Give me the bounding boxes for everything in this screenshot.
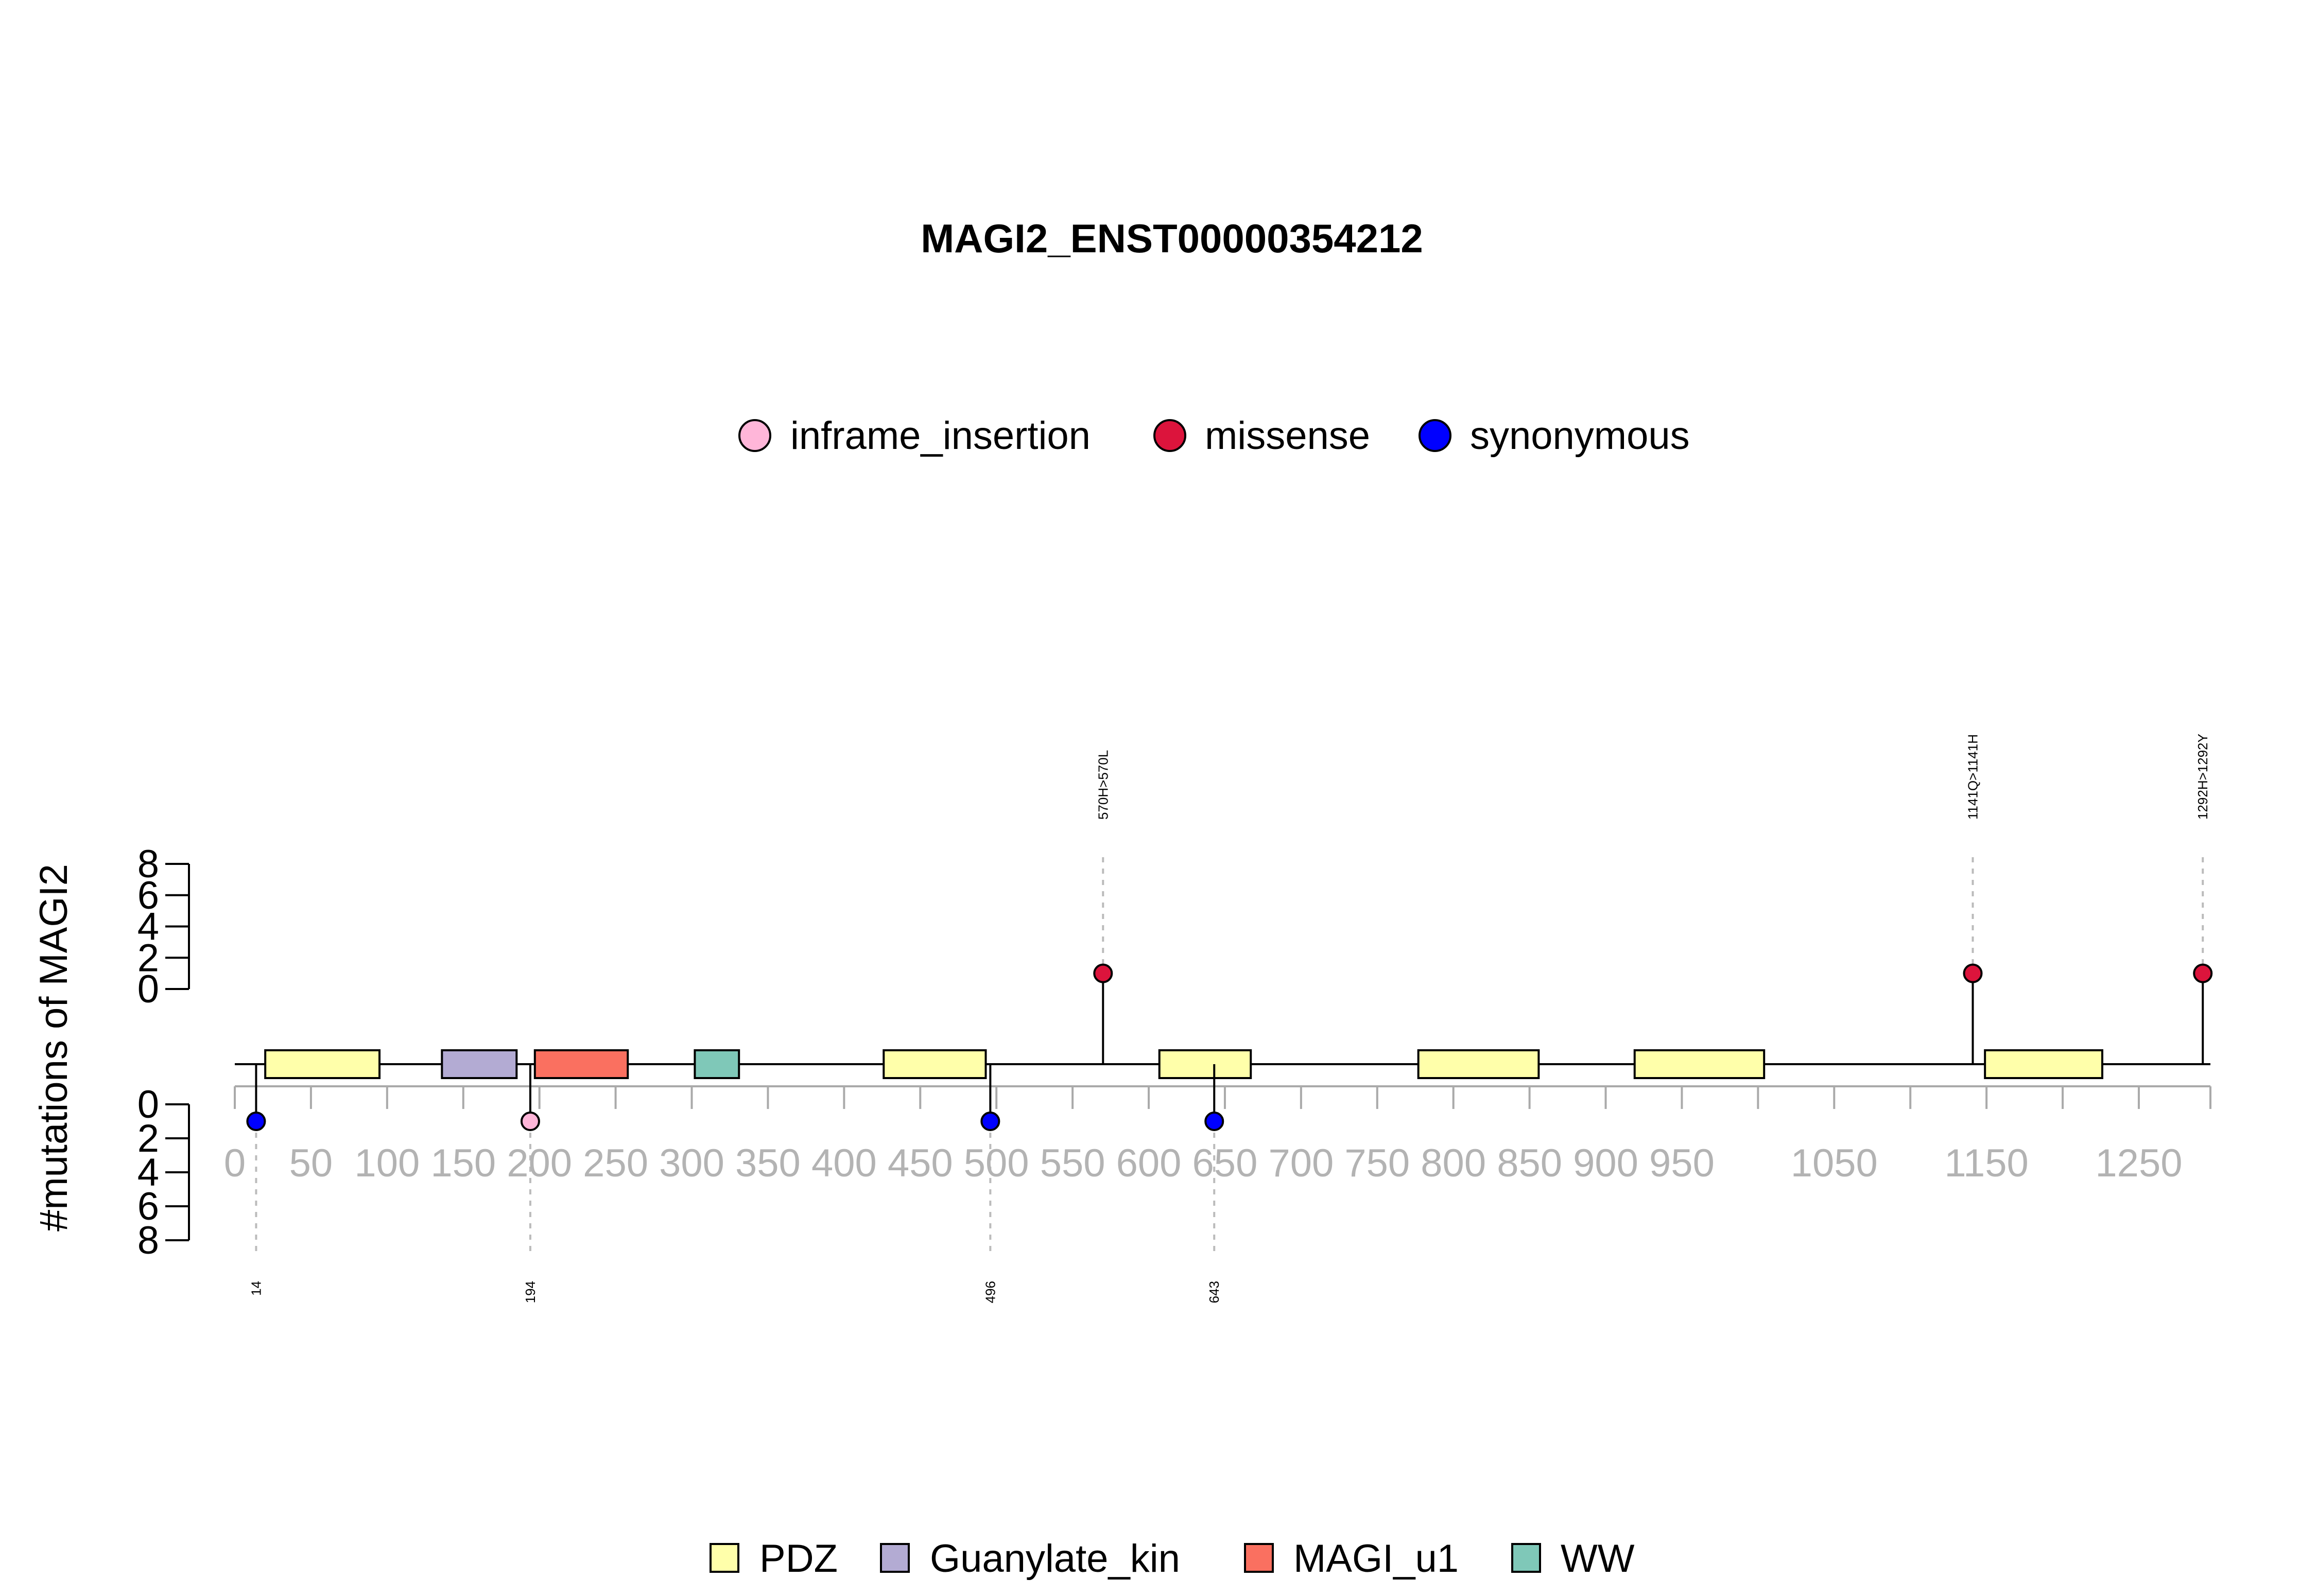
legend-label-missense: missense [1205, 414, 1370, 458]
upper-y-tick-label: 0 [137, 967, 159, 1011]
chart-title: MAGI2_ENST00000354212 [921, 216, 1423, 261]
legend-swatch-WW [1511, 1543, 1541, 1573]
legend-label-inframe_insertion: inframe_insertion [790, 414, 1091, 458]
mutation-label: 643 [1206, 1281, 1222, 1303]
mutation-label: 1141Q>1141H [1965, 734, 1980, 820]
domain-PDZ [1633, 1049, 1766, 1079]
legend-marker-synonymous [1419, 419, 1451, 452]
lower-y-tick-label: 6 [137, 1185, 159, 1228]
mutation-label: 570H>570L [1095, 750, 1111, 820]
legend-label-synonymous: synonymous [1470, 414, 1690, 458]
domain-PDZ [883, 1049, 987, 1079]
upper-y-tick-label: 4 [137, 905, 159, 949]
mutation-label: 1292H>1292Y [2195, 734, 2210, 820]
x-tick-label: 350 [735, 1141, 801, 1185]
x-tick-label: 750 [1344, 1141, 1410, 1185]
x-tick-label: 300 [659, 1141, 724, 1185]
legend-label-PDZ: PDZ [759, 1537, 838, 1581]
x-tick-label: 700 [1268, 1141, 1334, 1185]
x-tick-label: 1150 [1944, 1141, 2028, 1185]
domain-PDZ [1417, 1049, 1540, 1079]
legend-label-MAGI_u1: MAGI_u1 [1293, 1537, 1459, 1581]
lollipop-head-missense [1093, 963, 1113, 983]
x-tick-label: 850 [1497, 1141, 1562, 1185]
x-tick-label: 400 [811, 1141, 877, 1185]
x-tick-label: 1050 [1791, 1141, 1878, 1185]
lollipop-head-synonymous [980, 1112, 1000, 1131]
legend-label-WW: WW [1561, 1537, 1635, 1581]
domain-WW [694, 1049, 740, 1079]
x-tick-label: 600 [1116, 1141, 1182, 1185]
lower-y-tick-label: 0 [137, 1083, 159, 1126]
x-tick-label: 950 [1649, 1141, 1715, 1185]
domain-Guanylate_kin [441, 1049, 518, 1079]
lollipop-head-inframe_insertion [520, 1112, 540, 1131]
x-tick-label: 900 [1573, 1141, 1638, 1185]
legend-label-Guanylate_kin: Guanylate_kin [930, 1537, 1180, 1581]
lower-y-tick-label: 4 [137, 1151, 159, 1194]
lollipop-head-missense [2193, 963, 2213, 983]
upper-y-tick-label: 8 [137, 842, 159, 886]
protein-domains [264, 1049, 2103, 1079]
lower-y-tick-label: 2 [137, 1117, 159, 1160]
upper-y-tick-label: 6 [137, 874, 159, 917]
x-tick-label: 250 [583, 1141, 648, 1185]
legend-marker-inframe_insertion [738, 419, 771, 452]
lollipop-head-missense [1963, 963, 1983, 983]
x-tick-label: 450 [888, 1141, 953, 1185]
upper-y-tick-label: 2 [137, 936, 159, 980]
x-tick-label: 650 [1192, 1141, 1258, 1185]
domain-PDZ [264, 1049, 381, 1079]
legend-swatch-Guanylate_kin [880, 1543, 910, 1573]
x-tick-label: 50 [289, 1141, 333, 1185]
mutation-lollipops: 570H>570L 1141Q>1141H 1292H>1292Y 14 194 496 6… [246, 734, 2213, 1303]
mutation-label: 14 [248, 1281, 264, 1296]
legend-swatch-PDZ [710, 1543, 739, 1573]
x-tick-label: 500 [964, 1141, 1029, 1185]
y-axis-label: #mutations of MAGI2 [32, 864, 76, 1231]
x-tick-label: 800 [1421, 1141, 1486, 1185]
x-tick-label: 1250 [2095, 1141, 2182, 1185]
domain-PDZ [1158, 1049, 1252, 1079]
lower-y-tick-label: 8 [137, 1219, 159, 1262]
x-tick-label: 150 [430, 1141, 496, 1185]
lollipop-head-synonymous [1204, 1112, 1224, 1131]
domain-MAGI_u1 [533, 1049, 629, 1079]
lollipop-guides [255, 857, 2204, 1251]
variant-legend: inframe_insertion missense synonymous [738, 414, 1690, 458]
mutation-label: 496 [982, 1281, 998, 1303]
x-tick-label: 200 [507, 1141, 572, 1185]
legend-swatch-MAGI_u1 [1244, 1543, 1274, 1573]
domain-legend: PDZ Guanylate_kin MAGI_u1 WW [710, 1537, 1635, 1581]
lollipop-head-synonymous [246, 1112, 266, 1131]
x-tick-label: 100 [354, 1141, 420, 1185]
domain-PDZ [1984, 1049, 2103, 1079]
x-axis: 0 50 100 150 200 250 300 350 400 450 500 550 600 650 7… [224, 1085, 2211, 1185]
mutation-label: 194 [523, 1281, 538, 1303]
x-tick-label: 550 [1040, 1141, 1105, 1185]
legend-marker-missense [1153, 419, 1186, 452]
x-tick-label: 0 [224, 1141, 246, 1185]
